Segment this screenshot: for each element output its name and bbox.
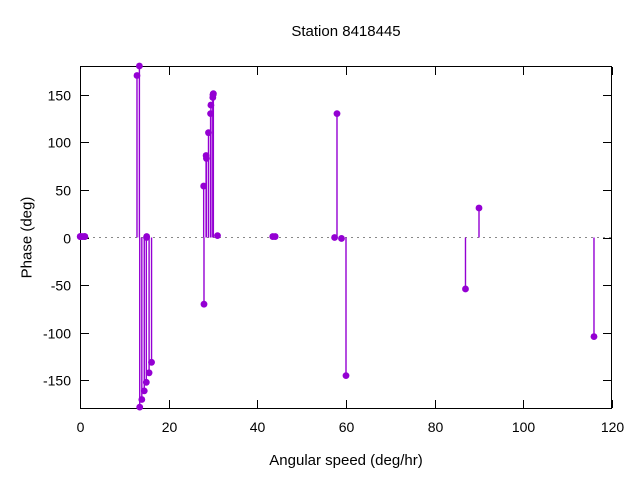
data-point [462, 285, 469, 293]
data-point [81, 233, 89, 240]
y-tick-label: -150 [43, 373, 71, 389]
data-point [140, 387, 148, 395]
x-axis-label: Angular speed (deg/hr) [269, 452, 423, 469]
data-point [207, 110, 214, 118]
x-tick-label: 80 [428, 419, 444, 435]
data-point [331, 234, 338, 241]
data-point [207, 101, 215, 109]
data-point [143, 233, 151, 240]
data-point [145, 369, 153, 377]
data-point [214, 232, 221, 239]
y-tick-label: -100 [43, 326, 71, 342]
x-tick-label: 60 [339, 419, 355, 435]
data-point [136, 403, 144, 411]
data-point [475, 204, 483, 212]
chart-title: Station 8418445 [291, 23, 401, 40]
data-point [209, 90, 217, 98]
x-tick-label: 120 [601, 419, 625, 435]
data-point [136, 62, 143, 70]
data-point [133, 72, 141, 79]
data-point [342, 372, 350, 380]
data-point [200, 300, 208, 308]
data-point [205, 129, 212, 137]
data-point [148, 358, 155, 366]
data-point [590, 333, 598, 340]
data-point [338, 235, 345, 242]
data-point [138, 396, 146, 403]
y-tick-label: 150 [48, 88, 72, 104]
data-point [200, 182, 208, 190]
x-tick-label: 100 [512, 419, 536, 435]
x-tick-label: 0 [77, 419, 85, 435]
x-tick-label: 40 [250, 419, 266, 435]
data-point [271, 233, 279, 240]
data-point [203, 155, 210, 162]
x-tick-label: 20 [162, 419, 178, 435]
y-tick-label: 50 [55, 183, 71, 199]
y-tick-label: -50 [51, 278, 71, 294]
data-point [333, 110, 341, 118]
data-point [142, 378, 150, 386]
y-tick-label: 0 [63, 231, 71, 247]
y-tick-label: 100 [48, 135, 72, 151]
